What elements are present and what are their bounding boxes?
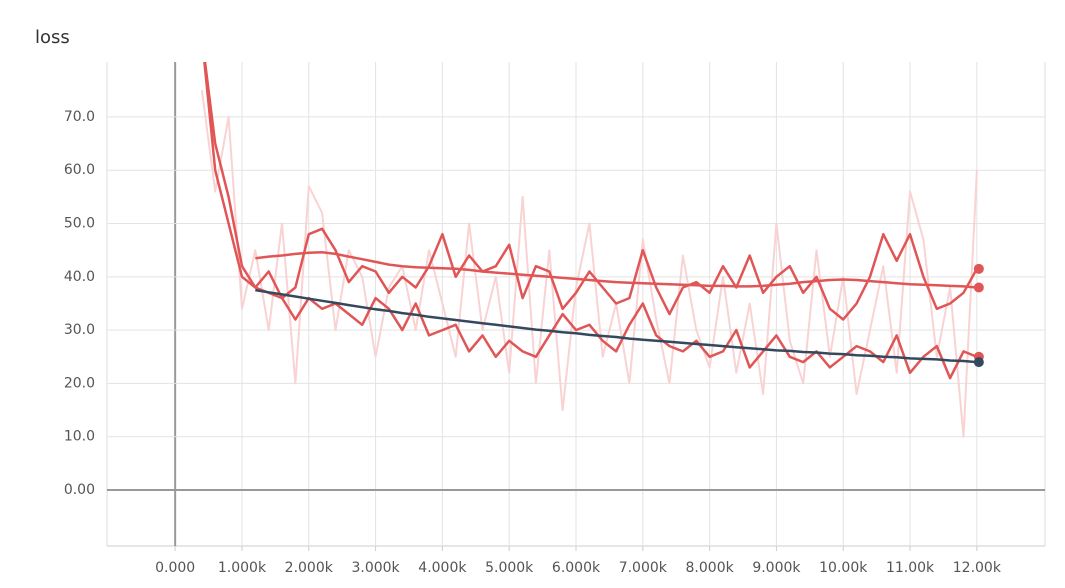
y-tick-label: 60.0 xyxy=(64,162,95,178)
y-tick-label: 50.0 xyxy=(64,216,95,232)
series-line xyxy=(255,251,978,289)
x-tick-label: 12.00k xyxy=(953,560,1002,576)
x-tick-label: 5.000k xyxy=(485,560,534,576)
x-tick-label: 8.000k xyxy=(686,560,735,576)
end-point xyxy=(973,263,984,274)
end-point xyxy=(973,282,984,293)
x-tick-label: 10.00k xyxy=(819,560,868,576)
x-tick-label: 9.000k xyxy=(752,560,801,576)
x-tick-label: 4.000k xyxy=(418,560,467,576)
x-tick-label: 11.00k xyxy=(886,560,935,576)
x-tick-label: 3.000k xyxy=(351,560,400,576)
y-tick-label: 70.0 xyxy=(64,109,95,125)
x-tick-label: 2.000k xyxy=(285,560,334,576)
y-tick-label: 40.0 xyxy=(64,269,95,285)
x-tick-label: 0.000 xyxy=(155,560,195,576)
y-tick-label: 10.0 xyxy=(64,429,95,445)
y-tick-label: 0.00 xyxy=(64,482,95,498)
end-point xyxy=(973,357,984,368)
series-line xyxy=(200,90,978,438)
y-tick-label: 30.0 xyxy=(64,322,95,338)
x-tick-label: 6.000k xyxy=(552,560,601,576)
x-tick-label: 7.000k xyxy=(619,560,668,576)
series-line xyxy=(255,288,978,364)
x-tick-label: 1.000k xyxy=(218,560,267,576)
chart-title: loss xyxy=(35,27,70,48)
series-line xyxy=(203,62,978,380)
series-line xyxy=(203,62,978,321)
y-tick-label: 20.0 xyxy=(64,375,95,391)
